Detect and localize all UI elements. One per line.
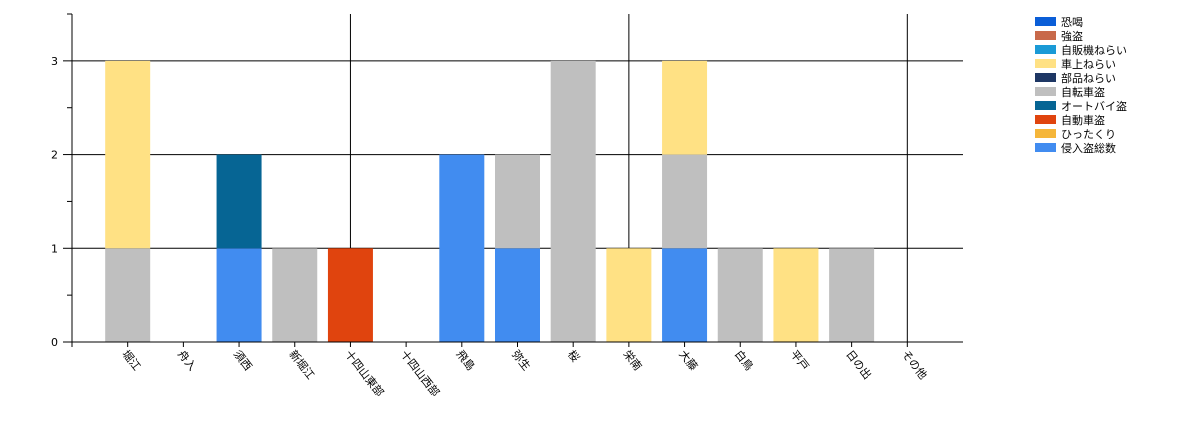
y-tick-label: 3 [51,55,58,68]
bar-segment [272,248,318,342]
x-tick-label: 飛島 [453,347,478,373]
legend-swatch [1035,31,1056,40]
legend-item: 部品ねらい [1035,71,1116,85]
legend-swatch [1035,17,1056,26]
bar-segment [662,154,708,249]
x-tick-label: 須西 [231,348,255,373]
bar-segment [773,248,819,342]
legend-item: 自販機ねらい [1035,43,1127,57]
x-tick-label: 十四山東部 [342,347,387,399]
legend-label: 強盗 [1061,30,1083,43]
bar-segment [662,248,708,342]
bar-segment [662,60,708,155]
legend-swatch [1035,129,1056,138]
axes-group [63,13,963,347]
legend-swatch [1035,45,1056,54]
x-tick-label: 十四山西部 [398,347,443,399]
x-tick-label: 舟入 [175,347,200,373]
x-tick-label: 桜 [565,347,583,364]
legend-swatch [1035,73,1056,82]
legend-item: 車上ねらい [1035,57,1116,71]
legend-label: 恐喝 [1061,16,1083,29]
bars-group [105,60,875,342]
legend-item: 恐喝 [1035,16,1083,29]
legend-label: 侵入盗総数 [1061,141,1116,155]
bar-segment [216,248,262,342]
legend: 恐喝強盗自販機ねらい車上ねらい部品ねらい自転車盗オートバイ盗自動車盗ひったくり侵… [1035,16,1127,155]
legend-item: ひったくり [1035,128,1116,141]
legend-label: 自販機ねらい [1061,43,1127,57]
x-tick-label: 白鳥 [732,347,757,373]
bar-segment [327,248,373,342]
x-tick-label: 堀江 [119,348,143,373]
legend-item: 自動車盗 [1035,113,1105,127]
x-tick-label: 日の出 [843,347,874,382]
legend-label: 部品ねらい [1061,71,1116,85]
legend-label: 車上ねらい [1061,57,1116,71]
y-tick-label: 2 [51,149,58,162]
x-tick-label: 大藤 [676,347,701,373]
legend-item: オートバイ盗 [1035,100,1127,113]
bar-segment [105,60,151,249]
legend-swatch [1035,59,1056,68]
x-tick-labels: 堀江 舟入 須西 新堀江 十四山東部 十四山西部 飛島 弥生 桜 栄南 大藤 白鳥 平戸 日の出 その他 [119,347,929,399]
y-tick-labels: 0 1 2 3 [51,55,58,349]
legend-label: ひったくり [1061,128,1116,141]
bar-segment [606,248,652,342]
x-tick-label: 栄南 [621,347,646,373]
y-tick-label: 0 [51,336,58,349]
x-tick-label: 平戸 [788,348,812,373]
bar-segment [439,154,485,342]
legend-swatch [1035,87,1056,96]
legend-item: 自転車盗 [1035,85,1105,99]
legend-item: 強盗 [1035,30,1083,43]
legend-swatch [1035,101,1056,110]
bar-segment [550,60,596,342]
bar-segment [717,248,763,342]
bar-segment [495,154,540,249]
bar-segment [216,154,262,249]
legend-label: 自動車盗 [1061,113,1105,127]
x-tick-label: その他 [899,348,930,382]
legend-label: オートバイ盗 [1061,100,1127,113]
legend-swatch [1035,143,1056,152]
legend-label: 自転車盗 [1061,85,1105,99]
bar-segment [495,248,540,342]
legend-swatch [1035,115,1056,124]
x-tick-label: 新堀江 [286,347,317,382]
bar-segment [105,248,151,342]
x-tick-label: 弥生 [509,347,534,373]
legend-item: 侵入盗総数 [1035,141,1116,155]
y-tick-label: 1 [51,242,58,255]
bar-segment [829,248,875,342]
